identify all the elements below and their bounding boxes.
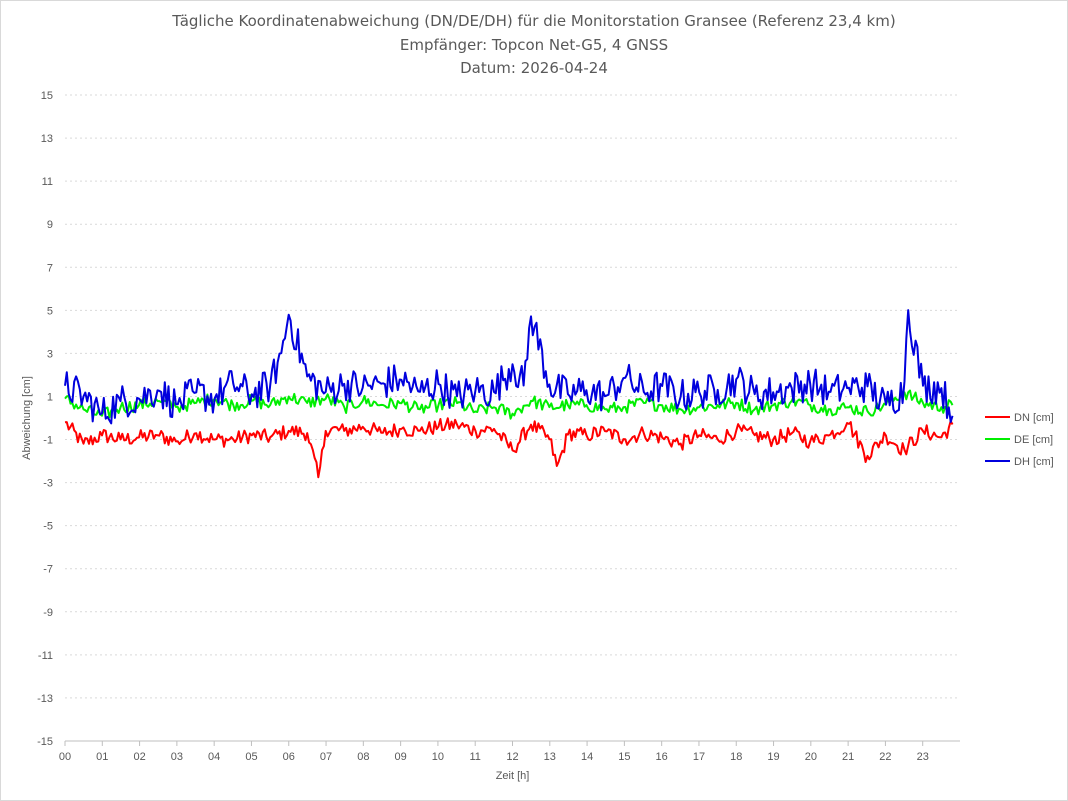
x-tick-label: 01 — [96, 751, 108, 763]
x-tick-label: 14 — [581, 751, 593, 763]
y-tick-label: 7 — [47, 262, 53, 274]
x-tick-label: 15 — [618, 751, 630, 763]
chart-subtitle-date: Datum: 2026-04-24 — [460, 59, 608, 77]
x-tick-label: 09 — [395, 751, 407, 763]
x-tick-label: 21 — [842, 751, 854, 763]
x-tick-label: 07 — [320, 751, 332, 763]
x-tick-label: 08 — [357, 751, 369, 763]
legend-label-de: DE [cm] — [1014, 434, 1053, 446]
y-tick-label: -1 — [43, 435, 53, 447]
x-tick-label: 16 — [656, 751, 668, 763]
y-tick-label: -3 — [43, 478, 53, 490]
legend-label-dn: DN [cm] — [1014, 412, 1054, 424]
y-tick-label: -11 — [38, 650, 53, 662]
x-tick-label: 06 — [283, 751, 295, 763]
y-tick-label: 15 — [41, 90, 53, 102]
y-tick-label: -7 — [43, 564, 53, 576]
x-tick-label: 05 — [245, 751, 257, 763]
legend-label-dh: DH [cm] — [1014, 456, 1054, 468]
series-line-dn — [64, 417, 954, 479]
y-tick-label: -13 — [37, 693, 53, 705]
x-tick-label: 04 — [208, 751, 220, 763]
x-tick-label: 17 — [693, 751, 705, 763]
chart-title: Tägliche Koordinatenabweichung (DN/DE/DH… — [172, 12, 896, 30]
x-tick-label: 12 — [506, 751, 518, 763]
y-axis-label: Abweichung [cm] — [21, 376, 33, 460]
x-axis-label: Zeit [h] — [496, 770, 530, 782]
x-tick-label: 18 — [730, 751, 742, 763]
x-tick-label: 10 — [432, 751, 444, 763]
y-tick-label: 13 — [41, 133, 53, 145]
x-tick-label: 11 — [469, 751, 480, 763]
y-tick-label: 11 — [42, 176, 53, 188]
x-tick-label: 22 — [879, 751, 891, 763]
y-tick-label: 3 — [47, 348, 53, 360]
y-tick-label: 5 — [47, 305, 53, 317]
x-tick-label: 20 — [805, 751, 817, 763]
series-line-de — [64, 389, 954, 420]
y-tick-label: -9 — [43, 607, 53, 619]
x-tick-label: 13 — [544, 751, 556, 763]
series-line-dh — [64, 309, 954, 425]
y-tick-label: 9 — [47, 219, 53, 231]
y-tick-label: -5 — [43, 521, 53, 533]
x-tick-label: 19 — [767, 751, 779, 763]
y-tick-label: 1 — [47, 391, 53, 403]
x-tick-label: 02 — [133, 751, 145, 763]
x-tick-label: 00 — [59, 751, 71, 763]
x-tick-label: 03 — [171, 751, 183, 763]
x-tick-label: 23 — [917, 751, 929, 763]
chart-subtitle-receiver: Empfänger: Topcon Net-G5, 4 GNSS — [399, 36, 669, 54]
y-tick-label: -15 — [37, 736, 53, 748]
